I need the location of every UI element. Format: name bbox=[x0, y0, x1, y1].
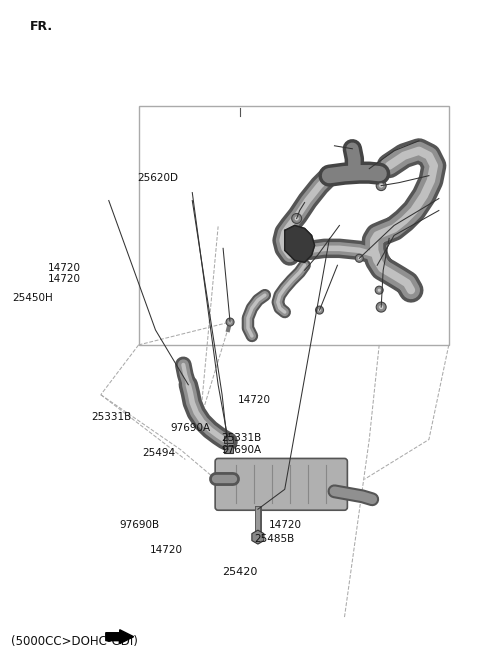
Circle shape bbox=[376, 181, 386, 191]
Text: 25494: 25494 bbox=[143, 448, 176, 458]
Bar bbox=[139, 106, 449, 345]
Circle shape bbox=[350, 147, 355, 151]
Text: FR.: FR. bbox=[30, 20, 53, 33]
Text: 25450H: 25450H bbox=[12, 293, 53, 303]
Circle shape bbox=[377, 288, 381, 292]
Circle shape bbox=[228, 320, 232, 324]
Text: 14720: 14720 bbox=[238, 396, 271, 405]
Text: 97690A: 97690A bbox=[221, 445, 261, 455]
Text: 25331B: 25331B bbox=[91, 412, 132, 422]
Text: (5000CC>DOHC-GDI): (5000CC>DOHC-GDI) bbox=[11, 635, 138, 648]
Bar bbox=[224, 446, 232, 453]
Text: 14720: 14720 bbox=[48, 263, 81, 273]
Text: 14720: 14720 bbox=[149, 545, 182, 555]
Text: 14720: 14720 bbox=[269, 520, 301, 530]
Circle shape bbox=[375, 286, 383, 294]
Text: 25485B: 25485B bbox=[254, 534, 295, 544]
Text: 25620D: 25620D bbox=[137, 173, 179, 183]
Text: 97690A: 97690A bbox=[170, 423, 210, 433]
Circle shape bbox=[376, 302, 386, 312]
Text: 25331B: 25331B bbox=[221, 434, 261, 443]
Circle shape bbox=[292, 214, 301, 223]
Circle shape bbox=[294, 216, 299, 221]
Text: 97690B: 97690B bbox=[120, 520, 160, 530]
FancyArrow shape bbox=[106, 629, 133, 644]
Circle shape bbox=[379, 183, 384, 188]
Circle shape bbox=[348, 144, 357, 154]
Circle shape bbox=[318, 308, 322, 312]
Circle shape bbox=[226, 318, 234, 326]
Circle shape bbox=[315, 306, 324, 314]
Polygon shape bbox=[285, 225, 314, 262]
Text: 25420: 25420 bbox=[222, 567, 258, 577]
Circle shape bbox=[379, 305, 384, 309]
FancyBboxPatch shape bbox=[215, 459, 348, 510]
Text: 14720: 14720 bbox=[48, 275, 81, 284]
Circle shape bbox=[355, 254, 363, 262]
Bar bbox=[224, 436, 232, 443]
Circle shape bbox=[357, 256, 361, 260]
